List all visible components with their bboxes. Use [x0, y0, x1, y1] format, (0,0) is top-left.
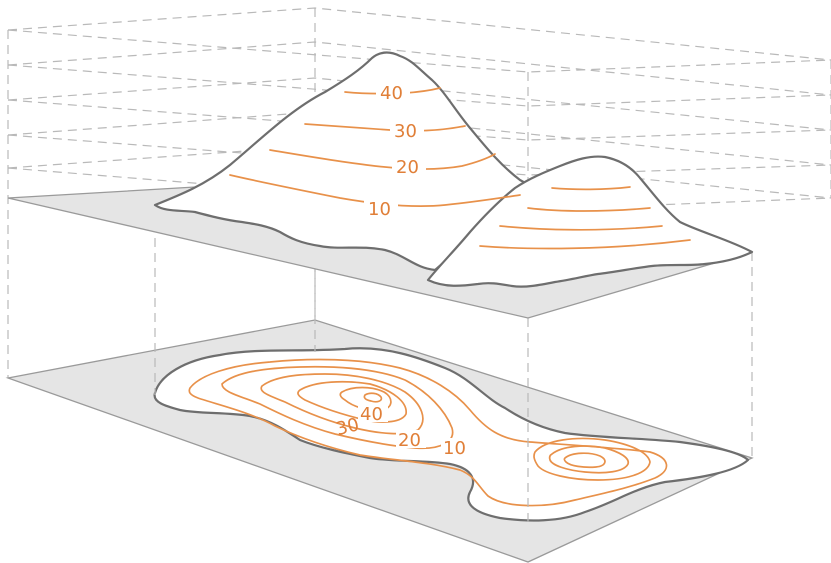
upper-labels: 40 30 20 10 — [364, 82, 426, 220]
upper-label-30-bg — [390, 120, 424, 140]
small-mountain-contour-3 — [499, 225, 663, 231]
lower-contour-small-outer — [533, 437, 651, 481]
upper-contour-label-10: 10 — [368, 199, 391, 220]
lower-label-20-bg — [396, 430, 426, 448]
lower-contour-30 — [260, 373, 424, 435]
lower-contour-35 — [297, 380, 407, 423]
lower-contour-10 — [188, 358, 668, 507]
upper-label-10-bg — [364, 198, 398, 218]
upper-plane-group: 40 30 20 10 — [7, 51, 754, 319]
guide-front-level-2 — [7, 64, 831, 107]
lower-contour-label-10: 10 — [443, 438, 466, 459]
guide-front-level-4 — [7, 134, 831, 176]
lower-contour-label-20: 20 — [398, 430, 421, 451]
small-mountain-contour-2 — [527, 207, 651, 212]
guide-front-level-1 — [7, 29, 831, 73]
upper-label-40-bg — [376, 82, 410, 102]
lower-label-10-bg — [441, 438, 471, 456]
lower-labels: 40 30 20 10 — [334, 404, 471, 459]
upper-label-20-bg — [392, 156, 426, 176]
lower-contour-peak — [363, 392, 383, 403]
guide-top-level-3 — [7, 77, 831, 131]
upper-contour-label-20: 20 — [396, 157, 419, 178]
lower-contour-label-40: 40 — [360, 404, 383, 425]
big-mountain-contour-30 — [304, 123, 466, 132]
lower-label-40-bg — [358, 404, 388, 422]
small-mountain-contour-4 — [479, 239, 691, 250]
lower-landmass-outline — [153, 347, 750, 522]
small-mountain — [426, 155, 754, 288]
guide-front-level-5 — [7, 167, 831, 211]
lower-plane-group: 40 30 20 10 — [5, 319, 754, 563]
lower-contour-small-mid — [548, 445, 630, 474]
lower-contour-small-inner — [563, 452, 606, 469]
upper-contour-label-40: 40 — [380, 83, 403, 104]
small-mountain-contour-1 — [551, 186, 631, 191]
guide-front-level-3 — [7, 99, 831, 141]
upper-contour-label-30: 30 — [394, 121, 417, 142]
